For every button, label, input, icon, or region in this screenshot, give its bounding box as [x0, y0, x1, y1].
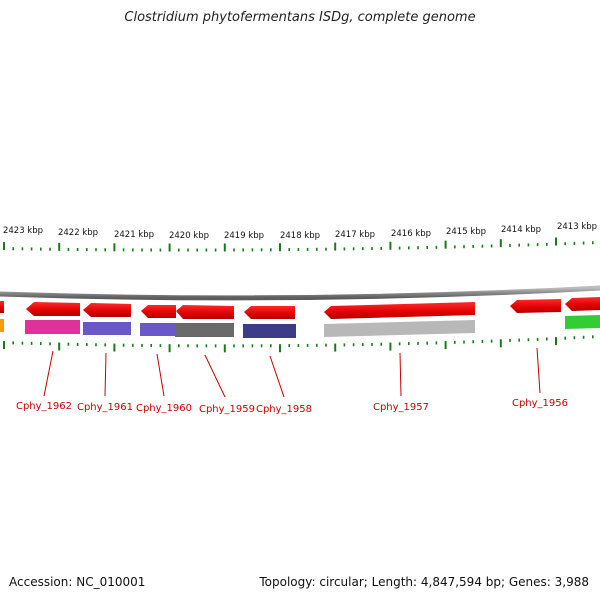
leader-line	[536, 347, 541, 394]
leader-line	[43, 350, 54, 397]
cds-arrow	[0, 301, 4, 313]
cog-block	[565, 315, 600, 329]
scale-label: 2416 kbp	[391, 229, 431, 239]
scale-label: 2423 kbp	[3, 226, 43, 236]
cds-track	[0, 297, 600, 319]
gene-labels: Cphy_1962 Cphy_1961 Cphy_1960 Cphy_1959 …	[16, 398, 568, 415]
scale-ticks-lower	[3, 335, 594, 353]
scale-label: 2420 kbp	[169, 231, 209, 241]
cog-block	[243, 324, 296, 338]
leader-line	[104, 352, 107, 397]
scale-label: 2415 kbp	[446, 227, 486, 237]
cog-block	[324, 320, 475, 337]
cds-arrow	[176, 305, 234, 319]
scale-label: 2414 kbp	[501, 225, 541, 235]
cog-block	[140, 323, 176, 336]
leader-line	[204, 354, 226, 398]
gene-label: Cphy_1961	[77, 402, 133, 413]
leader-line	[156, 353, 165, 397]
gene-label: Cphy_1957	[373, 402, 429, 413]
cds-arrow	[83, 303, 131, 317]
scale-labels: 2423 kbp 2422 kbp 2421 kbp 2420 kbp 2419 kbp…	[3, 222, 597, 241]
cog-block	[83, 322, 131, 335]
gene-label: Cphy_1958	[256, 404, 312, 415]
scale-label: 2421 kbp	[114, 230, 154, 240]
leader-line	[399, 352, 402, 397]
cog-track	[0, 315, 600, 338]
scale-label: 2419 kbp	[224, 231, 264, 241]
cds-arrow	[244, 306, 295, 319]
scale-label: 2413 kbp	[557, 222, 597, 232]
gene-label: Cphy_1962	[16, 401, 72, 412]
gene-leader-lines	[43, 347, 541, 398]
gene-label: Cphy_1960	[136, 403, 192, 414]
cds-arrow	[141, 305, 176, 318]
cds-arrow	[324, 302, 475, 319]
genome-backbone	[0, 285, 600, 301]
leader-line	[269, 355, 285, 398]
cds-arrow	[510, 299, 561, 313]
scale-ticks-upper	[3, 237, 594, 252]
scale-label: 2418 kbp	[280, 231, 320, 241]
cog-block	[175, 323, 234, 337]
scale-label: 2417 kbp	[335, 230, 375, 240]
genome-summary-text: Topology: circular; Length: 4,847,594 bp…	[259, 575, 589, 589]
map-title: Clostridium phytofermentans ISDg, comple…	[124, 10, 476, 25]
cog-block	[25, 320, 80, 334]
gene-label: Cphy_1956	[512, 398, 568, 409]
cds-arrow	[26, 302, 80, 316]
cds-arrow	[565, 297, 600, 311]
scale-label: 2422 kbp	[58, 228, 98, 238]
accession-text: Accession: NC_010001	[9, 575, 146, 589]
gene-label: Cphy_1959	[199, 404, 255, 415]
cog-block	[0, 319, 4, 332]
